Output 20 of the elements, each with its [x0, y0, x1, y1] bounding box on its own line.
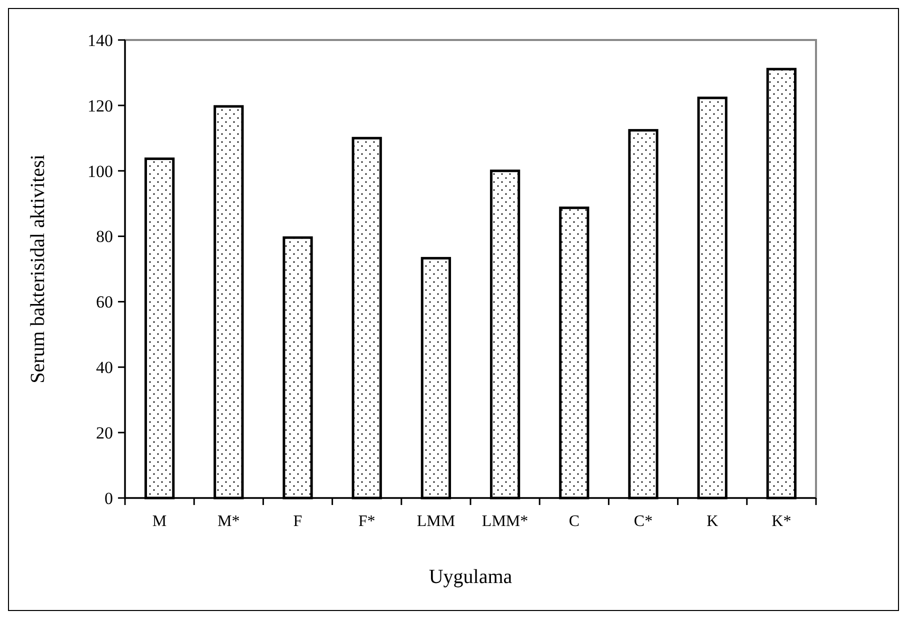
x-axis-title: Uygulama [428, 566, 512, 588]
x-tick-label: M* [218, 513, 240, 530]
y-tick-label: 60 [96, 292, 113, 312]
x-tick-label: LMM [416, 513, 456, 530]
y-tick-label: 120 [88, 96, 113, 116]
y-tick-label: 20 [96, 424, 113, 443]
x-tick-label: LMM* [482, 513, 528, 530]
y-tick-label: 0 [104, 488, 113, 508]
x-tick-label: M [152, 513, 167, 530]
y-tick-label: 140 [88, 30, 113, 50]
x-tick-label: F [293, 513, 302, 530]
x-tick-label: K* [772, 513, 792, 530]
y-tick-label: 100 [88, 162, 113, 181]
x-tick-label: C [568, 513, 580, 530]
y-tick-label: 80 [96, 227, 113, 246]
y-axis-title: Serum bakterisidal aktivitesi [27, 154, 49, 384]
x-tick-label: K [706, 513, 719, 530]
x-tick-label: F* [358, 513, 376, 530]
x-tick-label: C* [634, 513, 653, 530]
y-tick-label: 40 [96, 358, 113, 378]
